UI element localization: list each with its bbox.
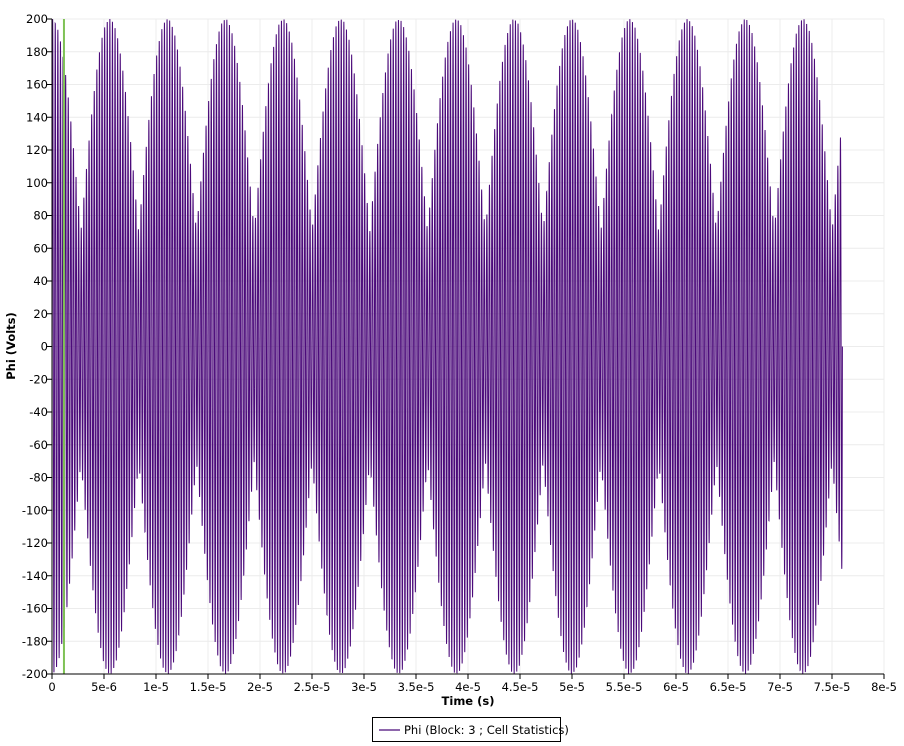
y-tick-label: 80	[33, 209, 48, 223]
x-tick-label: 5e-6	[91, 680, 117, 694]
x-axis-ticks: 0 5e-6 1e-5 1.5e-5 2e-5 2.5e-5 3e-5 3.5e-5 4e-5 4…	[48, 674, 897, 694]
x-tick-label: 5.5e-5	[606, 680, 643, 694]
x-tick-label: 7.5e-5	[814, 680, 851, 694]
x-tick-label: 5e-5	[559, 680, 585, 694]
y-axis-ticks: 200180160140120100806040200-20-40-60-80-…	[22, 12, 52, 681]
y-tick-label: 160	[26, 78, 48, 92]
series-line	[51, 19, 843, 674]
y-axis-title: Phi (Volts)	[4, 312, 18, 380]
x-tick-label: 1.5e-5	[190, 680, 227, 694]
y-tick-label: -180	[22, 634, 48, 648]
x-axis-title: Time (s)	[442, 694, 495, 708]
legend: Phi (Block: 3 ; Cell Statistics)	[372, 717, 569, 742]
y-tick-label: -100	[22, 503, 48, 517]
legend-box	[372, 717, 561, 742]
x-tick-label: 8e-5	[871, 680, 897, 694]
y-tick-label: 200	[26, 12, 48, 26]
y-tick-label: 20	[33, 307, 48, 321]
x-tick-label: 2e-5	[247, 680, 273, 694]
x-tick-label: 3e-5	[351, 680, 377, 694]
x-tick-label: 6.5e-5	[710, 680, 747, 694]
y-tick-label: -60	[29, 438, 48, 452]
x-tick-label: 2.5e-5	[294, 680, 331, 694]
x-tick-label: 6e-5	[663, 680, 689, 694]
series-layer	[51, 19, 843, 674]
y-tick-label: -200	[22, 667, 48, 681]
y-tick-label: -80	[29, 471, 48, 485]
x-tick-label: 7e-5	[767, 680, 793, 694]
x-tick-label: 4e-5	[455, 680, 481, 694]
y-tick-label: 100	[26, 176, 48, 190]
y-tick-label: -160	[22, 602, 48, 616]
y-tick-label: 60	[33, 241, 48, 255]
x-tick-label: 3.5e-5	[398, 680, 435, 694]
x-tick-label: 4.5e-5	[502, 680, 539, 694]
y-tick-label: 120	[26, 143, 48, 157]
y-tick-label: 140	[26, 110, 48, 124]
y-tick-label: -140	[22, 569, 48, 583]
y-tick-label: 180	[26, 45, 48, 59]
y-tick-label: -120	[22, 536, 48, 550]
y-tick-label: 40	[33, 274, 48, 288]
x-tick-label: 0	[48, 680, 55, 694]
legend-label: Phi (Block: 3 ; Cell Statistics)	[404, 723, 569, 737]
x-tick-label: 1e-5	[143, 680, 169, 694]
y-tick-label: 0	[41, 340, 48, 354]
y-tick-label: -20	[29, 372, 48, 386]
y-tick-label: -40	[29, 405, 48, 419]
